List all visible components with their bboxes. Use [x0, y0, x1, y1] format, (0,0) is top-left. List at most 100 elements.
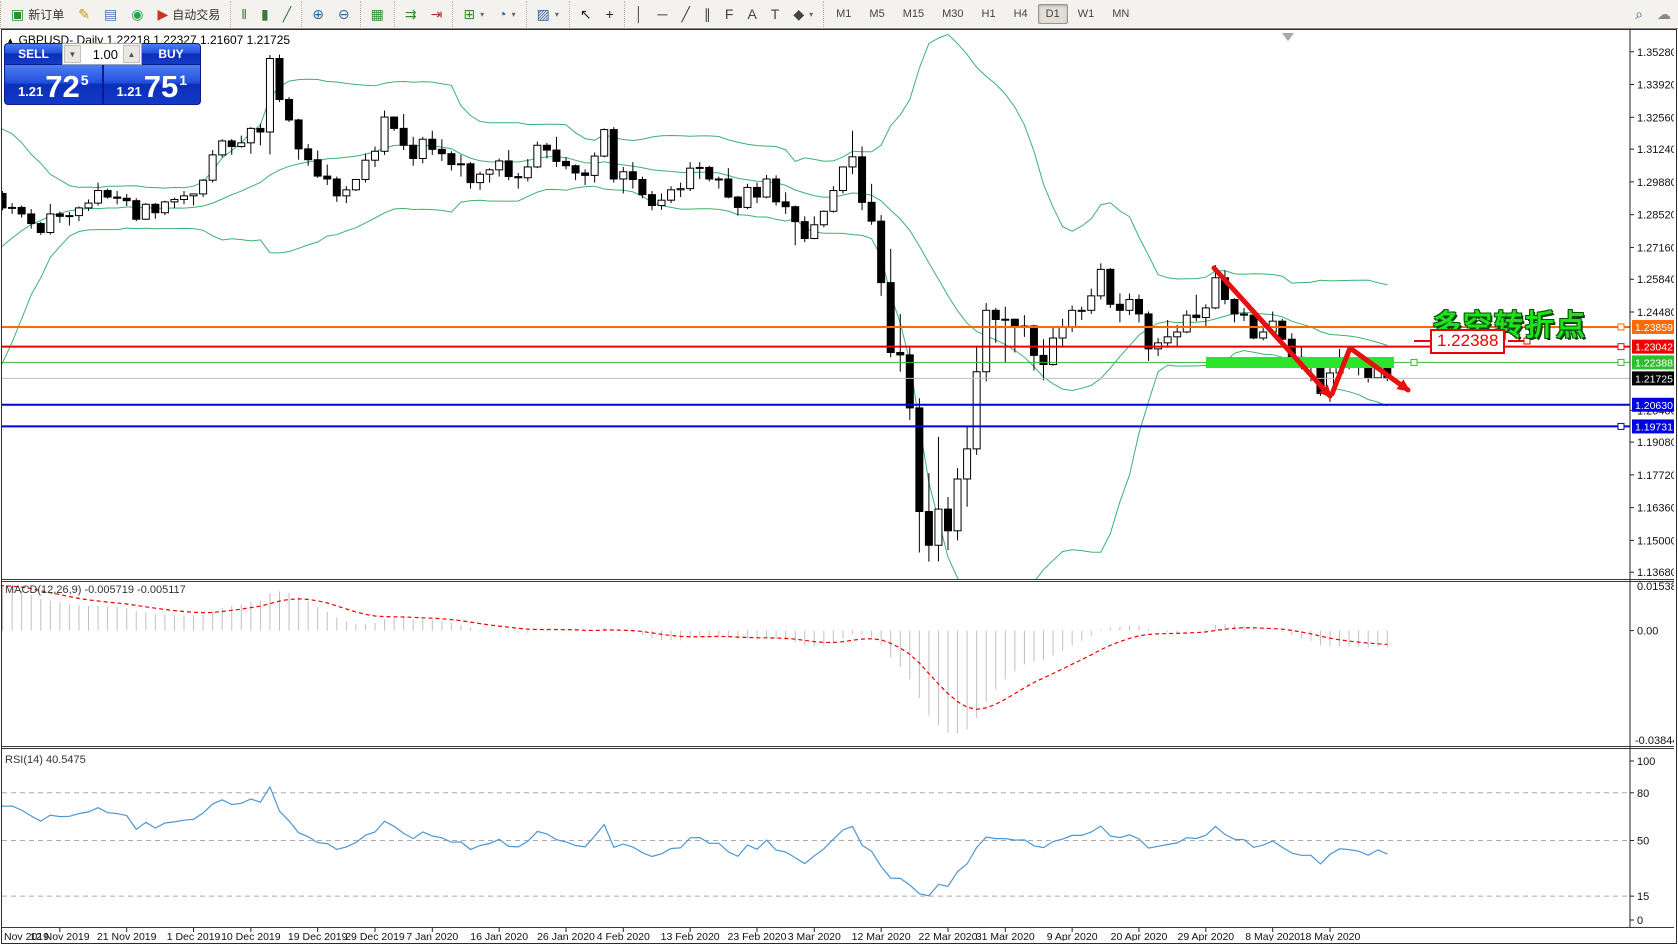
vertical-line-icon[interactable]: │ [629, 4, 650, 24]
date-tick-label: 8 May 2020 [1245, 931, 1300, 941]
volume-decrease-button[interactable]: ▼ [64, 45, 81, 63]
styles-button[interactable]: ✎ [72, 4, 96, 24]
search-icon-glyph: ⌕ [1635, 6, 1643, 22]
timeframe-h4[interactable]: H4 [1013, 8, 1028, 20]
sell-price-button[interactable]: 1.21 72 5 [4, 65, 103, 105]
date-tick-label: Nov 2019 [4, 931, 49, 941]
metaeditor-button[interactable]: ▤ [98, 4, 123, 24]
svg-text:0: 0 [1637, 915, 1643, 927]
auto-scroll-icon[interactable]: ⇉ [399, 4, 423, 24]
date-tick-label: 18 May 2020 [1300, 931, 1361, 941]
buy-button[interactable]: BUY [142, 43, 201, 65]
horizontal-line-icon-glyph: ─ [657, 6, 668, 22]
chat-icon[interactable]: ☁ [1651, 4, 1677, 24]
toolbar-group-new: ⊞ ▾ ◔ ▾ [452, 1, 525, 27]
timeframe-m1[interactable]: M1 [836, 8, 852, 20]
profiles-icon[interactable]: ◔ ▾ [492, 4, 521, 24]
vertical-line-icon-glyph: │ [634, 6, 644, 22]
timeframe-w1[interactable]: W1 [1077, 8, 1095, 20]
timeframe-mn[interactable]: MN [1112, 8, 1130, 20]
sell-button[interactable]: SELL [4, 43, 62, 65]
svg-text:1.23859: 1.23859 [1635, 322, 1673, 334]
toolbar-group-cursor: ↖ + [568, 1, 624, 27]
down-trend-arrow[interactable] [1211, 265, 1333, 399]
bar-chart-icon[interactable]: ‖ [235, 4, 253, 24]
new-chart-icon-glyph: ⊞ [463, 6, 476, 22]
timeframe-m5[interactable]: M5 [869, 8, 885, 20]
price-tick-label: 1.19080 [1637, 437, 1674, 449]
shapes-icon-caret[interactable]: ▾ [809, 9, 814, 19]
channel-icon[interactable]: ∥ [698, 4, 717, 24]
channel-icon-glyph: ∥ [703, 6, 711, 22]
svg-text:15: 15 [1637, 891, 1649, 903]
label-icon[interactable]: T [765, 4, 786, 24]
price-tick-label: 1.17720 [1637, 470, 1674, 482]
timeframe-h1[interactable]: H1 [981, 8, 996, 20]
profiles-icon-caret[interactable]: ▾ [511, 9, 516, 19]
date-tick-label: 16 Jan 2020 [470, 931, 528, 941]
search-icon[interactable]: ⌕ [1629, 4, 1649, 24]
new-chart-icon[interactable]: ⊞ ▾ [457, 4, 490, 24]
sell-price-pip: 5 [80, 72, 89, 88]
text-icon[interactable]: A [741, 4, 762, 24]
bollinger-lower [2, 185, 1388, 579]
chart-window: 1.35280 1.33920 1.32560 1.31240 1.29880 1.285… [1, 29, 1677, 944]
autotrading-button[interactable]: ▶ 自动交易 [151, 3, 226, 26]
buy-price-button[interactable]: 1.21 75 1 [102, 65, 201, 105]
signals-button[interactable]: ◉ [125, 4, 149, 24]
fibonacci-icon[interactable]: F [719, 4, 740, 24]
svg-text:1.23042: 1.23042 [1635, 342, 1673, 354]
toolbar-group-chart-types: ‖ ▮ ╱ [230, 1, 301, 27]
date-tick-label: 1 Dec 2019 [167, 931, 221, 941]
chat-icon-glyph: ☁ [1657, 6, 1671, 22]
candlestick-icon[interactable]: ▮ [255, 4, 275, 24]
chart-canvas[interactable]: 1.35280 1.33920 1.32560 1.31240 1.29880 1.285… [2, 30, 1674, 941]
axes: 1.35280 1.33920 1.32560 1.31240 1.29880 1.285… [2, 30, 1674, 941]
price-tick-label: 1.13680 [1637, 567, 1674, 579]
price-tag-1.23859 [1632, 319, 1674, 334]
trendline-icon-glyph: ╱ [681, 6, 690, 22]
macd-axis-min: -0.038442 [1635, 735, 1674, 747]
price-tag-1.22388 [1632, 355, 1674, 370]
volume-increase-button[interactable]: ▲ [123, 45, 140, 63]
timeframe-m30[interactable]: M30 [942, 8, 964, 20]
zoom-in-icon[interactable]: ⊕ [306, 4, 330, 24]
buy-price-prefix: 1.21 [116, 84, 142, 99]
tile-windows-icon[interactable]: ▦ [365, 4, 390, 24]
horizontal-line-icon[interactable]: ─ [652, 4, 674, 24]
date-tick-label: 23 Feb 2020 [728, 931, 787, 941]
date-tick-label: 10 Dec 2019 [221, 931, 281, 941]
chart-shift-marker [1282, 33, 1294, 41]
price-tick-label: 1.29880 [1637, 177, 1674, 189]
price-tag-1.23042 [1632, 339, 1674, 354]
svg-text:1.20630: 1.20630 [1635, 400, 1673, 412]
trendline-icon[interactable]: ╱ [675, 4, 695, 24]
chart-shift-icon[interactable]: ⇥ [425, 4, 449, 24]
crosshair-icon[interactable]: + [600, 4, 620, 24]
price-callout-label[interactable]: 1.22388 [1430, 329, 1506, 354]
timeframe-d1[interactable]: D1 [1037, 4, 1068, 24]
new-order-button[interactable]: ▣ 新订单 [5, 3, 70, 26]
macd-pane [2, 585, 1388, 734]
date-tick-label: 29 Dec 2019 [345, 931, 405, 941]
indicators-icon-caret[interactable]: ▾ [554, 9, 559, 19]
price-tick-label: 1.28520 [1637, 210, 1674, 222]
autotrading-button-label: 自动交易 [172, 7, 221, 22]
one-click-collapse-icon[interactable]: ▴ [8, 34, 13, 45]
autotrading-button-glyph: ▶ [157, 6, 169, 22]
shapes-icon[interactable]: ◆ ▾ [787, 4, 819, 24]
indicators-icon[interactable]: ▨ ▾ [531, 4, 565, 24]
candles-layer [2, 54, 1392, 562]
new-order-button-glyph: ▣ [11, 6, 25, 22]
line-chart-icon[interactable]: ╱ [277, 4, 297, 24]
new-chart-icon-caret[interactable]: ▾ [480, 9, 485, 19]
crosshair-icon-glyph: + [605, 6, 614, 22]
timeframe-m15[interactable]: M15 [902, 8, 925, 20]
zoom-out-icon[interactable]: ⊖ [332, 4, 356, 24]
bounce-reject-arrow[interactable] [1329, 345, 1411, 397]
volume-value[interactable]: 1.00 [92, 46, 118, 62]
cursor-icon[interactable]: ↖ [574, 4, 598, 24]
date-tick-label: 21 Nov 2019 [97, 931, 157, 941]
shapes-icon-glyph: ◆ [793, 6, 805, 22]
